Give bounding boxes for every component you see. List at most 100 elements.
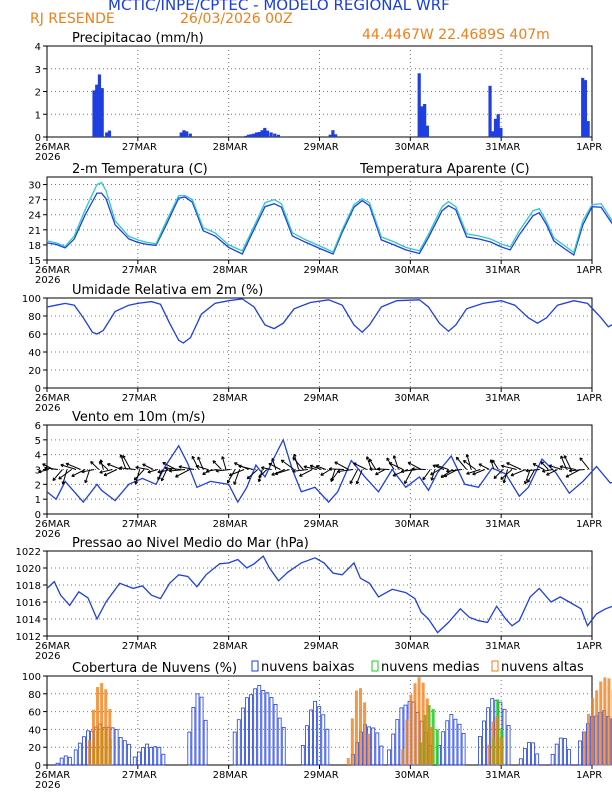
cloud-bar-nuvens-baixas — [482, 720, 486, 766]
wind-arrow-head — [299, 473, 302, 477]
cloud-bar-nuvens-altas — [429, 727, 433, 765]
cloud-bar-nuvens-baixas — [59, 757, 64, 766]
cloud-bar-nuvens-baixas — [55, 762, 60, 766]
cloud-bar-nuvens-medias — [419, 742, 423, 765]
cloud-bar-nuvens-altas — [363, 702, 367, 765]
x-tick-label: 31MAR — [485, 770, 520, 781]
cloud-bar-nuvens-baixas — [457, 723, 462, 766]
precip-bar — [499, 127, 503, 137]
wind-arrow — [271, 469, 286, 476]
cloud-bar-nuvens-baixas — [77, 742, 82, 766]
x-tick-label: 27MAR — [122, 393, 157, 404]
y-tick-label: 21 — [28, 226, 41, 237]
wind-arrow — [569, 469, 585, 472]
y-tick-label: 0 — [35, 761, 41, 772]
wind-arrow-head — [500, 476, 503, 480]
cloud-bar-nuvens-baixas — [317, 706, 322, 766]
wind-arrow — [337, 469, 354, 473]
precip-bar — [496, 114, 500, 137]
precip-bar — [265, 130, 270, 137]
x-tick-label: 29MAR — [304, 142, 339, 153]
wind-arrow-head — [119, 466, 123, 469]
x-tick-label: 26MAR — [35, 393, 70, 404]
cloud-bar-nuvens-baixas — [249, 694, 253, 766]
wind-arrow — [261, 467, 272, 470]
cloud-bar-nuvens-baixas — [550, 753, 555, 766]
cloud-bar-nuvens-baixas — [562, 737, 567, 766]
x-year-label: 2026 — [35, 403, 60, 414]
wind-arrow-head — [274, 471, 278, 475]
cloud-bar-nuvens-baixas — [554, 743, 559, 766]
precip-bar — [95, 84, 99, 137]
cloud-bar-nuvens-altas — [405, 719, 409, 765]
precip-bar — [334, 134, 338, 137]
wind-arrow-head — [546, 472, 549, 476]
x-tick-label: 27MAR — [122, 770, 157, 781]
cloud-bar-nuvens-altas — [350, 718, 354, 765]
wind-arrow-head — [369, 458, 373, 461]
x-tick-label: 1APR — [576, 519, 602, 530]
x-tick-label: 31MAR — [485, 265, 520, 276]
y-tick-label: 1022 — [16, 547, 41, 558]
cloud-bar-nuvens-baixas — [558, 737, 563, 766]
precip-bar — [188, 133, 192, 137]
wind-arrow — [422, 469, 431, 481]
legend-swatch — [251, 660, 259, 672]
cloud-bar-nuvens-baixas — [82, 736, 86, 766]
wind-arrow — [212, 460, 222, 470]
y-tick-label: 100 — [22, 672, 41, 683]
x-tick-label: 1APR — [576, 142, 602, 153]
wind-arrow-head — [197, 456, 201, 460]
wind-arrow — [229, 469, 245, 476]
wind-arrow — [147, 469, 158, 473]
precip-bar — [425, 125, 429, 137]
series-line-pnmm — [46, 555, 612, 634]
wind-arrow-head — [320, 472, 323, 476]
wind-arrow-head — [502, 479, 505, 484]
wind-arrow-head — [90, 461, 94, 463]
cloud-bar-nuvens-altas — [603, 677, 607, 765]
wind-arrow — [292, 469, 308, 472]
wind-arrow — [527, 469, 536, 483]
wind-arrow — [430, 469, 440, 476]
panel-3 — [38, 424, 612, 518]
x-tick-label: 28MAR — [213, 265, 248, 276]
cloud-bar-nuvens-baixas — [506, 725, 511, 766]
wind-arrow-head — [542, 469, 545, 472]
panel-title: Precipitacao (mm/h) — [72, 31, 204, 46]
wind-arrow — [133, 469, 145, 481]
wind-arrow — [525, 469, 540, 472]
cloud-bar-nuvens-baixas — [478, 736, 482, 766]
wind-arrow-head — [246, 475, 249, 479]
wind-arrow — [268, 463, 281, 470]
x-year-label: 2026 — [35, 529, 60, 540]
cloud-bar-nuvens-baixas — [273, 703, 278, 766]
precip-bar — [260, 130, 264, 137]
wind-arrow — [44, 467, 58, 470]
x-tick-label: 1APR — [576, 770, 602, 781]
cloud-bar-nuvens-baixas — [531, 742, 535, 766]
wind-arrow-head — [221, 456, 225, 459]
cloud-bar-nuvens-altas — [96, 687, 100, 765]
wind-arrow — [99, 469, 113, 474]
series-line-temperatura-aparente — [46, 181, 612, 254]
wind-arrow — [524, 469, 531, 485]
cloud-bar-nuvens-baixas — [387, 749, 392, 766]
wind-arrow-head — [202, 471, 205, 475]
wind-arrow — [292, 457, 304, 470]
x-tick-label: 28MAR — [213, 641, 248, 652]
cloud-bar-nuvens-altas — [108, 708, 112, 765]
x-tick-label: 27MAR — [122, 142, 157, 153]
y-tick-label: 24 — [28, 211, 41, 222]
wind-arrow — [238, 465, 254, 470]
wind-arrow-head — [99, 470, 103, 473]
cloud-bar-nuvens-baixas — [518, 758, 523, 766]
cloud-bar-nuvens-altas — [87, 740, 91, 765]
y-tick-label: 80 — [28, 690, 41, 701]
cloud-bar-nuvens-altas — [104, 689, 108, 765]
panel-4 — [43, 550, 612, 640]
cloud-bar-nuvens-baixas — [379, 745, 384, 766]
wind-arrow — [271, 458, 277, 470]
wind-arrow — [542, 469, 554, 472]
cloud-bar-nuvens-altas — [499, 737, 503, 765]
